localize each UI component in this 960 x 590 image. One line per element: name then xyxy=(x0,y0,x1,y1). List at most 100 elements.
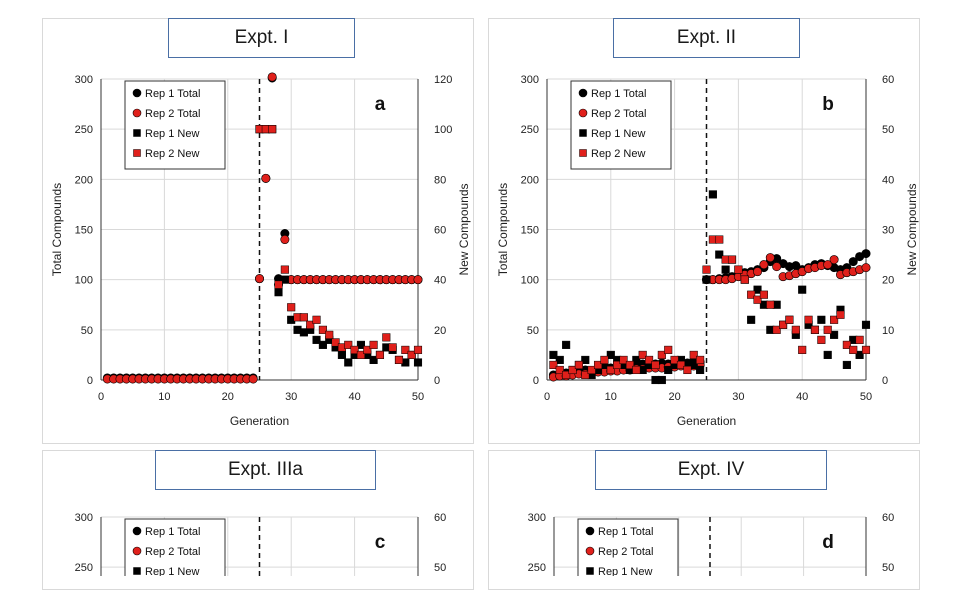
data-point xyxy=(798,285,807,294)
data-point xyxy=(727,255,737,264)
data-point xyxy=(823,325,832,334)
data-point xyxy=(600,355,609,364)
y-tick-label-left: 150 xyxy=(521,225,539,237)
data-point xyxy=(562,370,571,380)
data-point xyxy=(657,375,666,385)
legend-marker xyxy=(133,567,141,575)
x-tick-label: 10 xyxy=(158,391,170,403)
data-point xyxy=(785,315,794,324)
data-point xyxy=(549,350,558,359)
data-point xyxy=(747,290,756,299)
y-tick-label-right: 10 xyxy=(882,325,894,337)
panel-title-d: Expt. IV xyxy=(595,450,827,490)
legend-label: Rep 1 New xyxy=(145,566,199,576)
y-tick-label-left: 250 xyxy=(521,124,539,136)
y-tick-label-right: 20 xyxy=(434,325,446,337)
data-point xyxy=(356,340,365,349)
data-point xyxy=(645,355,654,364)
data-point xyxy=(651,360,660,369)
data-point xyxy=(613,360,622,369)
data-point xyxy=(606,350,615,359)
data-point xyxy=(721,265,730,274)
y-tick-label-right: 50 xyxy=(882,562,894,574)
data-point xyxy=(657,350,666,359)
legend-marker xyxy=(133,149,141,157)
x-tick-label: 20 xyxy=(668,391,680,403)
y-axis-title-left: Total Compounds xyxy=(496,183,510,276)
y-tick-label-left: 100 xyxy=(521,275,539,287)
legend-label: Rep 1 Total xyxy=(145,88,200,100)
data-point xyxy=(734,265,743,274)
data-point xyxy=(810,325,820,334)
y-axis-title-right: New Compounds xyxy=(905,183,919,275)
x-tick-label: 50 xyxy=(860,391,872,403)
data-point xyxy=(823,260,833,270)
data-point xyxy=(248,374,258,384)
legend-label: Rep 2 Total xyxy=(591,108,646,120)
data-point xyxy=(625,360,634,369)
legend-marker xyxy=(132,526,142,536)
data-point xyxy=(413,345,423,354)
data-point xyxy=(562,340,571,349)
y-tick-label-left: 300 xyxy=(528,512,546,524)
data-point xyxy=(791,325,800,334)
data-point xyxy=(664,365,673,375)
data-point xyxy=(574,360,583,369)
panel-title-a: Expt. I xyxy=(168,18,355,58)
legend-label: Rep 1 Total xyxy=(598,526,653,538)
panel-title-b: Expt. II xyxy=(613,18,800,58)
data-point xyxy=(765,253,775,263)
data-point xyxy=(753,295,762,304)
x-tick-label: 10 xyxy=(605,391,617,403)
data-point xyxy=(759,290,768,299)
data-point xyxy=(267,72,277,82)
legend-label: Rep 2 New xyxy=(591,148,645,160)
y-tick-label-left: 100 xyxy=(75,275,93,287)
data-point xyxy=(779,320,788,329)
data-point xyxy=(702,275,711,284)
data-point xyxy=(280,235,290,245)
data-point xyxy=(581,370,590,380)
data-point xyxy=(274,288,283,297)
data-point xyxy=(587,365,596,375)
data-point xyxy=(702,265,711,274)
data-point xyxy=(268,125,277,134)
legend-label: Rep 2 Total xyxy=(598,546,653,558)
legend-box xyxy=(124,518,226,576)
y-tick-label-left: 50 xyxy=(81,325,93,337)
data-point xyxy=(823,350,832,359)
legend-label: Rep 1 New xyxy=(598,566,652,576)
data-point xyxy=(280,275,289,284)
data-point xyxy=(394,355,404,364)
data-point xyxy=(382,333,391,342)
data-point xyxy=(555,365,564,375)
panel-letter: d xyxy=(822,532,834,553)
y-tick-label-left: 300 xyxy=(75,512,93,524)
legend-label: Rep 1 Total xyxy=(591,88,646,100)
data-point xyxy=(369,340,378,349)
data-point xyxy=(689,350,698,359)
data-point xyxy=(848,257,858,267)
legend-label: Rep 1 New xyxy=(145,128,199,140)
legend-label: Rep 1 Total xyxy=(145,526,200,538)
legend-marker xyxy=(132,108,142,118)
y-tick-label-left: 300 xyxy=(75,74,93,86)
data-point xyxy=(842,360,851,369)
data-point xyxy=(331,338,340,347)
data-point xyxy=(632,355,641,364)
data-point xyxy=(388,343,397,352)
data-point xyxy=(747,315,756,324)
data-point xyxy=(849,345,858,354)
data-point xyxy=(861,249,871,259)
data-point xyxy=(593,360,603,369)
y-axis-title-right: New Compounds xyxy=(457,183,471,275)
data-point xyxy=(312,335,321,344)
data-point xyxy=(740,275,749,284)
y-tick-label-right: 20 xyxy=(882,275,894,287)
data-point xyxy=(606,365,615,375)
data-point xyxy=(804,315,813,324)
data-point xyxy=(664,345,673,354)
data-point xyxy=(274,280,283,289)
legend-marker xyxy=(585,546,595,556)
